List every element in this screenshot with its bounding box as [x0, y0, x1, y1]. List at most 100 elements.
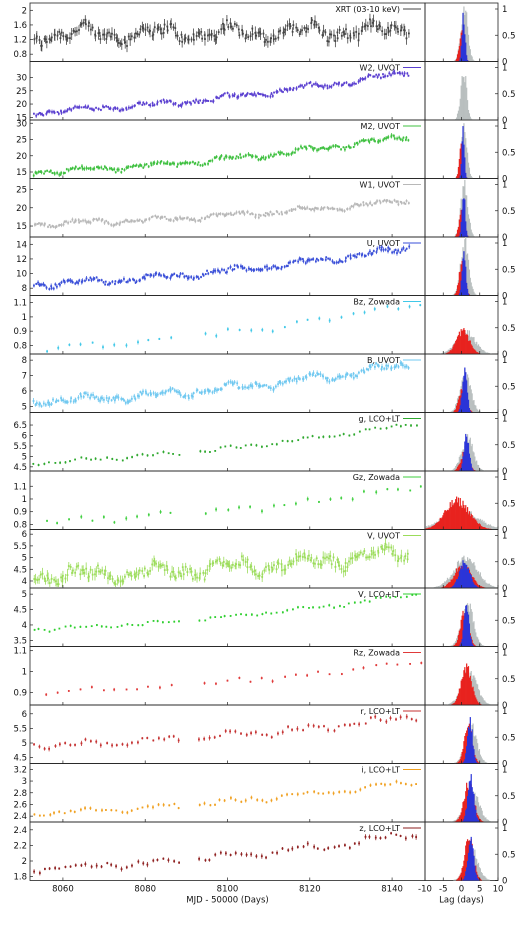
data-point	[203, 578, 206, 581]
data-point	[198, 219, 201, 221]
data-point	[310, 258, 313, 261]
data-point	[78, 29, 80, 31]
data-point	[108, 397, 111, 400]
data-point	[256, 614, 259, 617]
data-point	[342, 31, 345, 33]
lag-y-tick-label: 0.5	[502, 499, 516, 509]
data-point	[305, 376, 308, 379]
data-point	[359, 551, 362, 554]
data-point	[258, 213, 260, 216]
lag-bin	[455, 466, 457, 471]
data-point	[90, 625, 93, 628]
data-point	[283, 381, 286, 383]
data-point	[333, 34, 335, 37]
data-point	[40, 283, 43, 286]
data-point	[301, 84, 303, 87]
data-point	[259, 214, 262, 217]
lag-bin	[467, 214, 470, 237]
data-point	[147, 339, 150, 341]
data-point	[261, 385, 264, 387]
data-point	[363, 139, 366, 142]
data-point	[392, 134, 395, 137]
data-point	[63, 281, 66, 284]
data-point	[38, 112, 41, 114]
data-point	[55, 225, 58, 228]
data-point	[365, 202, 368, 205]
data-point	[35, 402, 38, 404]
data-point	[319, 147, 322, 150]
y-tick-label: 0.9	[13, 327, 27, 337]
data-point	[163, 23, 166, 26]
data-point	[305, 27, 308, 30]
data-point	[147, 685, 149, 688]
data-point	[46, 169, 49, 172]
data-point	[32, 174, 35, 177]
data-point	[170, 23, 173, 25]
lag-bin	[479, 411, 481, 413]
data-point	[330, 33, 333, 36]
data-point	[419, 304, 422, 307]
lag-bin	[463, 619, 465, 647]
data-point	[301, 556, 304, 558]
data-point	[160, 100, 163, 103]
data-point	[192, 33, 195, 36]
data-point	[155, 272, 158, 275]
data-point	[397, 488, 399, 491]
data-point	[247, 36, 250, 39]
lag-bin	[477, 584, 479, 588]
lag-bin	[484, 351, 486, 354]
data-point	[357, 39, 360, 42]
lag-bin	[474, 628, 476, 647]
lag-bin	[442, 515, 444, 530]
data-point	[223, 28, 226, 31]
data-point	[400, 248, 403, 251]
lag-bin	[467, 341, 470, 354]
data-point	[77, 282, 80, 284]
lag-bin	[483, 350, 485, 354]
y-tick-label: 1.6	[13, 21, 27, 31]
lag-bin	[477, 345, 479, 354]
data-point	[394, 248, 397, 251]
data-point	[153, 561, 156, 564]
data-point	[311, 147, 314, 150]
lag-bin	[474, 349, 476, 354]
lag-bin	[443, 512, 445, 530]
data-point	[204, 512, 207, 515]
data-point	[38, 283, 41, 286]
data-point	[313, 209, 316, 212]
data-point	[268, 386, 270, 389]
lag-bin	[466, 667, 469, 705]
lag-histogram-blue	[458, 12, 469, 62]
data-point	[185, 102, 187, 105]
data-point	[53, 111, 56, 114]
data-point	[221, 564, 224, 567]
data-point	[216, 215, 219, 217]
lag-bin	[486, 352, 488, 354]
data-point	[277, 562, 280, 565]
data-point	[153, 161, 156, 164]
data-point	[196, 576, 198, 579]
data-point	[202, 100, 205, 102]
data-point	[258, 31, 261, 34]
data-point	[397, 249, 400, 252]
data-point	[164, 162, 167, 165]
data-point	[103, 33, 106, 36]
data-point	[181, 162, 184, 164]
data-point	[189, 568, 191, 570]
data-point	[192, 100, 195, 102]
data-point	[344, 148, 346, 151]
data-point	[102, 168, 105, 171]
data-point	[349, 557, 352, 560]
data-point	[278, 213, 281, 215]
data-point	[288, 380, 291, 383]
lag-bin	[445, 585, 447, 588]
data-point	[84, 18, 87, 21]
lag-bin	[487, 583, 489, 588]
data-point	[183, 395, 186, 398]
lag-bin	[465, 42, 467, 62]
data-point	[57, 112, 60, 115]
data-point	[146, 571, 149, 574]
lag-bin	[465, 505, 467, 530]
